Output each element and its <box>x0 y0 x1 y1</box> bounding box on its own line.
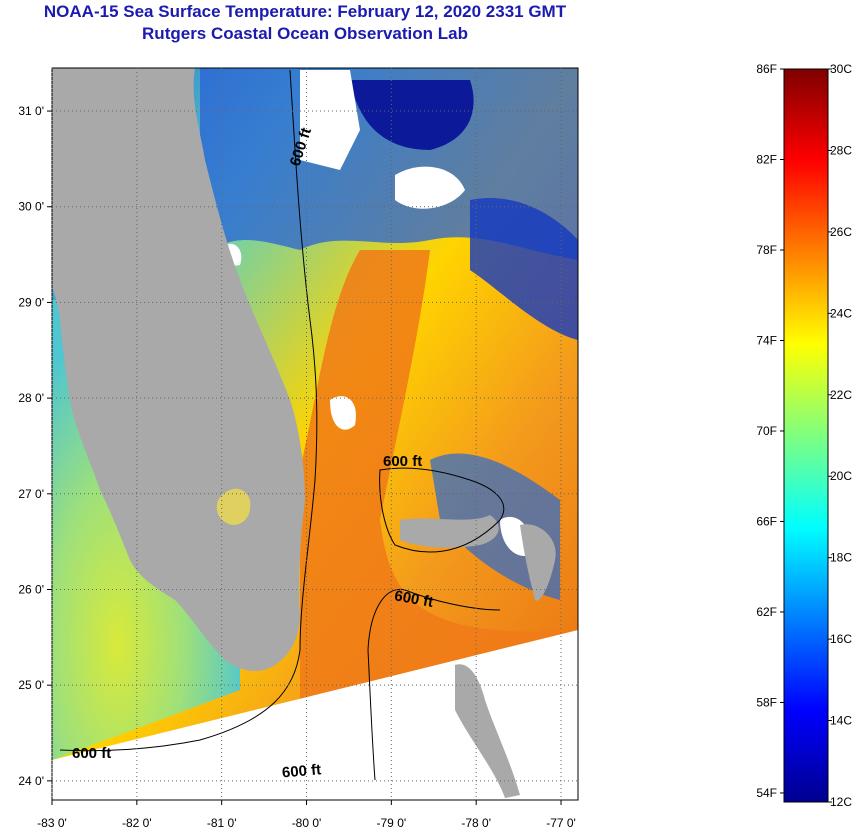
fahrenheit-tick-label: 78F <box>756 243 777 257</box>
cold-core-patch <box>350 80 474 150</box>
grand-bahama-island <box>400 515 499 548</box>
map-subtitle: Rutgers Coastal Ocean Observation Lab <box>142 24 468 43</box>
x-tick-label: -82 0' <box>122 816 152 830</box>
contour-600ft-west <box>59 69 318 752</box>
contour-600ft-bahamas <box>379 467 505 553</box>
map-title: NOAA-15 Sea Surface Temperature: Februar… <box>43 2 567 21</box>
contour-label: 600 ft <box>383 453 422 470</box>
fahrenheit-tick-label: 58F <box>756 695 777 709</box>
y-tick-label: 27 0' <box>18 487 44 501</box>
celsius-ticks: 30C 28C 26C 24C 22C 20C 18C 16C 14C 12C <box>828 62 852 809</box>
fahrenheit-tick-label: 62F <box>756 605 777 619</box>
andros-island <box>455 664 520 798</box>
x-tick-label: -81 0' <box>207 816 237 830</box>
y-tick-label: 25 0' <box>18 678 44 692</box>
y-tick-label: 29 0' <box>18 295 44 309</box>
cold-patch-east <box>470 198 578 340</box>
contour-label: 600 ft <box>393 587 435 611</box>
celsius-tick-label: 22C <box>830 388 852 402</box>
contour-label: 600 ft <box>72 745 111 762</box>
x-tick-label: -77 0' <box>546 816 576 830</box>
contour-label: 600 ft <box>281 761 322 781</box>
gulf-stream-warm-band <box>300 250 575 705</box>
latitude-ticks: 24 0' 25 0' 26 0' 27 0' 28 0' 29 0' 30 0' 31 0' <box>18 104 52 788</box>
no-data-region <box>52 630 578 800</box>
fahrenheit-tick-label: 74F <box>756 333 777 347</box>
celsius-tick-label: 18C <box>830 551 852 565</box>
cloud-patch <box>330 396 356 430</box>
lake-okeechobee <box>216 488 251 525</box>
celsius-tick-label: 20C <box>830 469 852 483</box>
y-tick-label: 30 0' <box>18 200 44 214</box>
fahrenheit-tick-label: 54F <box>756 786 777 800</box>
cloud-patch <box>395 166 465 209</box>
cloud-patch <box>300 70 360 170</box>
celsius-tick-label: 24C <box>830 306 852 320</box>
celsius-tick-label: 30C <box>830 62 852 76</box>
x-tick-label: -79 0' <box>377 816 407 830</box>
x-tick-label: -83 0' <box>37 816 67 830</box>
fahrenheit-tick-label: 70F <box>756 424 777 438</box>
map-frame <box>52 68 578 800</box>
colorbar-scale <box>783 68 829 803</box>
y-tick-label: 26 0' <box>18 582 44 596</box>
celsius-tick-label: 26C <box>830 225 852 239</box>
contour-600ft-south <box>367 588 501 781</box>
x-tick-label: -78 0' <box>461 816 491 830</box>
y-tick-label: 31 0' <box>18 104 44 118</box>
abaco-island <box>520 524 556 601</box>
celsius-tick-label: 12C <box>830 795 852 809</box>
map-border <box>51 67 579 801</box>
fahrenheit-tick-label: 66F <box>756 514 777 528</box>
celsius-tick-label: 16C <box>830 632 852 646</box>
celsius-tick-label: 28C <box>830 143 852 157</box>
y-tick-label: 28 0' <box>18 391 44 405</box>
fahrenheit-ticks: 86F 82F 78F 74F 70F 66F 62F 58F 54F <box>756 62 784 800</box>
fahrenheit-tick-label: 86F <box>756 62 777 76</box>
longitude-ticks: -83 0' -82 0' -81 0' -80 0' -79 0' -78 0' -77 … <box>37 800 576 830</box>
y-tick-label: 24 0' <box>18 774 44 788</box>
fahrenheit-tick-label: 82F <box>756 152 777 166</box>
x-tick-label: -80 0' <box>292 816 322 830</box>
celsius-tick-label: 14C <box>830 714 852 728</box>
